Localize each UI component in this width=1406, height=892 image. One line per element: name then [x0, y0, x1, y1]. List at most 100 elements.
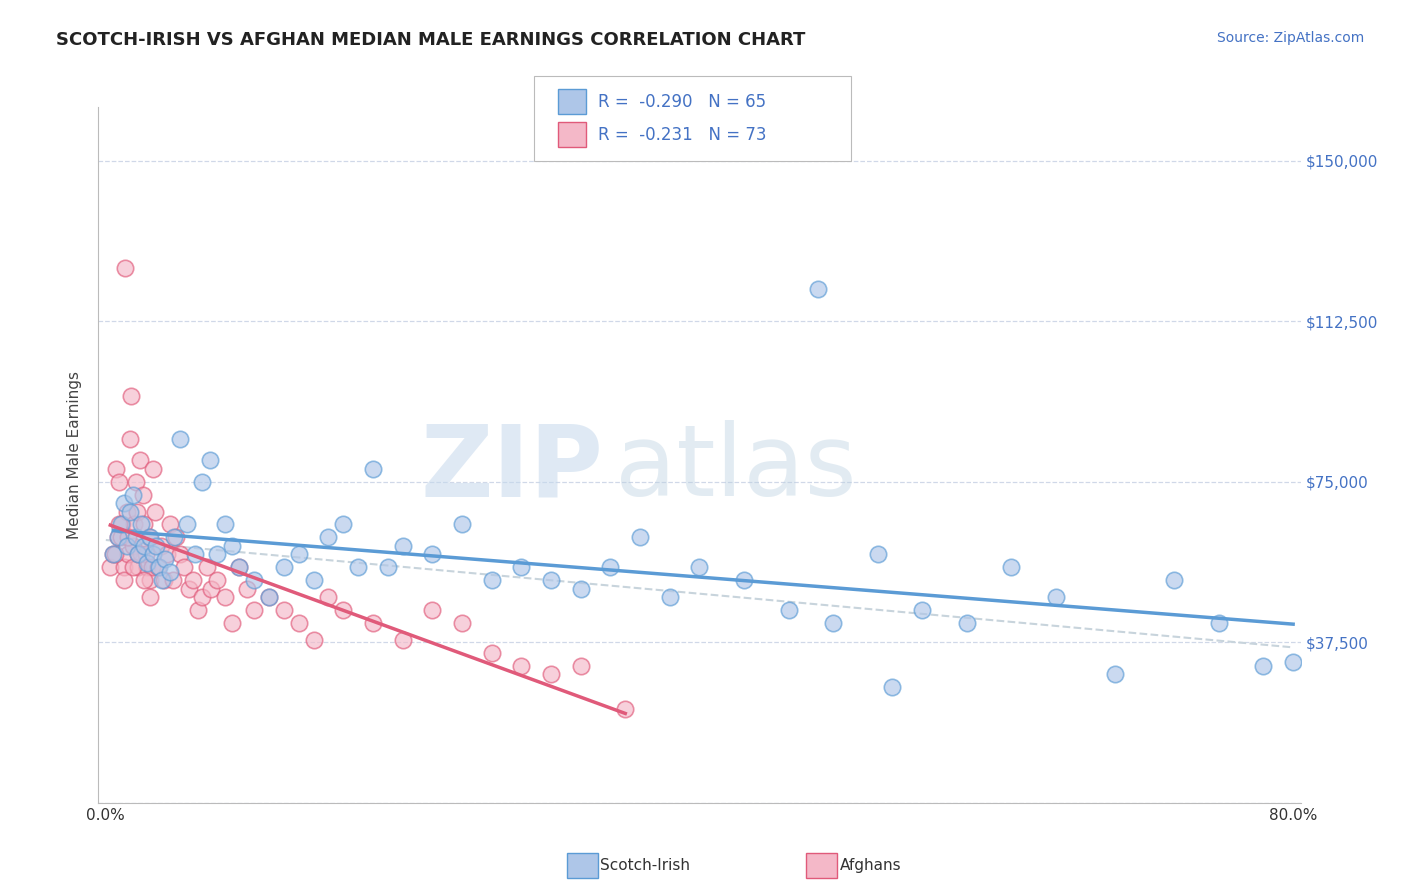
Point — [318, 530, 340, 544]
Point — [121, 560, 143, 574]
Point — [152, 573, 174, 587]
Point — [195, 560, 218, 574]
Point — [1000, 560, 1022, 574]
Point — [115, 505, 138, 519]
Point — [689, 560, 711, 574]
Point — [169, 432, 191, 446]
Point — [318, 591, 340, 605]
Point — [391, 539, 413, 553]
Point — [1104, 667, 1126, 681]
Point — [104, 548, 127, 562]
Point — [257, 591, 280, 605]
Point — [155, 551, 177, 566]
Point — [361, 462, 384, 476]
Text: Afghans: Afghans — [839, 858, 901, 872]
Text: ZIP: ZIP — [420, 420, 603, 517]
Point — [110, 530, 132, 544]
Point — [159, 565, 181, 579]
Point — [98, 560, 121, 574]
Point — [200, 582, 222, 596]
Point — [122, 517, 145, 532]
Point — [162, 573, 184, 587]
Point — [124, 475, 146, 489]
Text: atlas: atlas — [616, 420, 858, 517]
Point — [302, 573, 325, 587]
Point — [221, 615, 243, 630]
Point — [156, 548, 179, 562]
Point — [451, 615, 474, 630]
Point — [332, 603, 354, 617]
Point — [115, 539, 138, 553]
Point — [273, 603, 295, 617]
Point — [422, 603, 444, 617]
Point — [110, 517, 132, 532]
Point — [117, 548, 139, 562]
Point — [177, 582, 200, 596]
Point — [145, 539, 167, 553]
Point — [118, 432, 141, 446]
Point — [510, 658, 533, 673]
Point — [191, 475, 214, 489]
Point — [302, 633, 325, 648]
Point — [228, 560, 250, 574]
Point — [149, 539, 172, 553]
Point — [205, 548, 228, 562]
Point — [108, 517, 131, 532]
Point — [124, 530, 146, 544]
Point — [332, 517, 354, 532]
Point — [139, 591, 162, 605]
Point — [628, 530, 651, 544]
Point — [599, 560, 621, 574]
Point — [173, 560, 195, 574]
Point — [540, 573, 562, 587]
Point — [117, 530, 139, 544]
Point — [287, 615, 309, 630]
Point — [103, 548, 125, 562]
Point — [1253, 658, 1275, 673]
Point — [107, 530, 129, 544]
Point — [129, 453, 152, 467]
Point — [169, 548, 191, 562]
Point — [134, 539, 156, 553]
Point — [882, 680, 904, 694]
Point — [150, 573, 173, 587]
Point — [807, 282, 830, 296]
Point — [138, 530, 160, 544]
Point — [163, 530, 186, 544]
Point — [159, 517, 181, 532]
Point — [451, 517, 474, 532]
Point — [139, 573, 162, 587]
Point — [214, 591, 236, 605]
Y-axis label: Median Male Earnings: Median Male Earnings — [67, 371, 83, 539]
Text: R =  -0.290   N = 65: R = -0.290 N = 65 — [598, 93, 766, 111]
Point — [821, 615, 844, 630]
Point — [131, 548, 153, 562]
Point — [128, 548, 150, 562]
Point — [134, 517, 156, 532]
Point — [198, 453, 221, 467]
Point — [1045, 591, 1067, 605]
Point — [658, 591, 681, 605]
Point — [287, 548, 309, 562]
Point — [228, 560, 250, 574]
Point — [111, 517, 134, 532]
Point — [214, 517, 236, 532]
Point — [146, 560, 169, 574]
Point — [108, 475, 131, 489]
Point — [142, 548, 165, 562]
Text: Scotch-Irish: Scotch-Irish — [600, 858, 690, 872]
Point — [128, 548, 150, 562]
Point — [139, 530, 162, 544]
Point — [540, 667, 562, 681]
Point — [148, 560, 170, 574]
Point — [105, 462, 128, 476]
Point — [205, 573, 228, 587]
Point — [143, 505, 166, 519]
Point — [142, 462, 165, 476]
Point — [391, 633, 413, 648]
Point — [132, 487, 155, 501]
Point — [112, 573, 135, 587]
Point — [422, 548, 444, 562]
Point — [107, 530, 129, 544]
Point — [778, 603, 800, 617]
